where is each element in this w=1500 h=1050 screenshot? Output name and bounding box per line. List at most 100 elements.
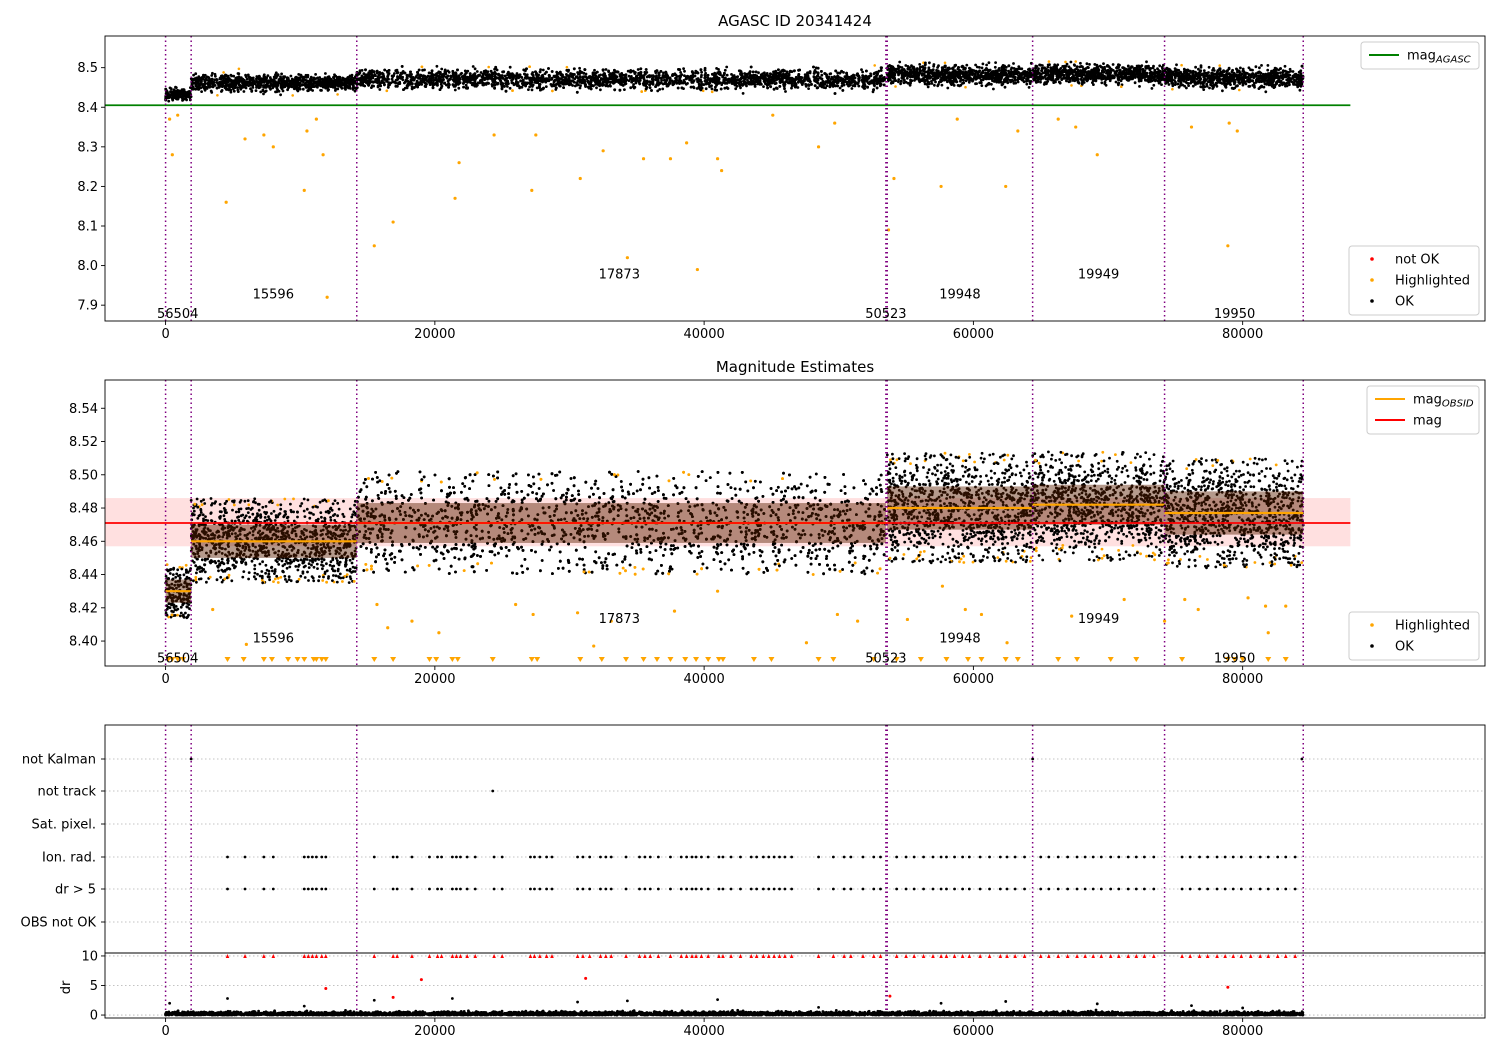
ok-point: [371, 74, 374, 78]
ok-point: [427, 71, 431, 75]
ok-point: [407, 74, 411, 77]
highlighted-point: [487, 65, 491, 69]
ok-point: [753, 83, 757, 86]
ok-point: [564, 76, 568, 80]
ok-point: [781, 69, 784, 73]
ok-point: [794, 85, 798, 89]
ok-point: [766, 81, 770, 84]
ok-point: [604, 84, 608, 88]
ok-point: [191, 85, 195, 89]
ok-point: [229, 83, 233, 87]
ok-point: [665, 78, 669, 82]
ok-point: [483, 77, 487, 81]
ok-point: [440, 67, 444, 71]
ok-point: [584, 75, 588, 79]
ok-point: [690, 80, 694, 84]
ok-point: [530, 88, 534, 92]
ok-point: [436, 83, 439, 87]
ok-point: [788, 80, 792, 84]
ok-point: [642, 83, 646, 87]
ok-point: [757, 80, 761, 84]
ok-point: [501, 70, 505, 74]
ok-point: [828, 72, 832, 76]
ok-point: [254, 89, 258, 92]
ok-point: [699, 68, 703, 72]
ok-point: [250, 90, 254, 93]
ok-point: [315, 77, 319, 80]
ok-point: [229, 73, 233, 77]
ok-point: [569, 72, 573, 75]
ok-point: [611, 71, 615, 75]
ok-point: [413, 86, 416, 89]
ok-point: [299, 75, 302, 79]
ok-point: [269, 79, 273, 83]
ok-point: [494, 67, 498, 71]
ok-point: [417, 68, 421, 72]
ok-point: [295, 88, 299, 92]
ok-point: [414, 82, 418, 86]
ok-point: [433, 78, 437, 82]
ok-point: [245, 77, 249, 81]
ok-point: [853, 84, 857, 88]
ok-point: [366, 80, 369, 84]
ok-point: [793, 69, 796, 73]
ok-point: [674, 77, 678, 80]
ok-point: [451, 73, 455, 77]
ok-point: [597, 75, 601, 78]
ok-point: [579, 84, 582, 88]
ok-point: [518, 74, 522, 78]
ok-point: [927, 66, 931, 70]
ok-point: [261, 89, 265, 93]
ok-point: [184, 95, 188, 99]
ok-point: [629, 70, 632, 74]
ok-point: [878, 78, 882, 82]
ok-point: [447, 70, 451, 74]
ok-point: [340, 86, 344, 90]
ok-point: [616, 70, 620, 74]
ok-point: [603, 74, 607, 78]
ok-point: [193, 77, 197, 80]
ok-point: [268, 76, 272, 79]
ok-point: [280, 86, 283, 90]
ok-point: [552, 74, 556, 78]
ok-point: [306, 80, 309, 83]
ok-point: [697, 82, 701, 86]
ok-point: [730, 77, 733, 81]
ok-point: [310, 83, 314, 87]
ok-point: [295, 77, 299, 80]
ok-point: [818, 76, 822, 79]
ok-point: [435, 64, 439, 68]
ok-point: [704, 87, 708, 91]
ok-point: [821, 82, 825, 85]
ok-point: [194, 87, 198, 91]
ok-point: [905, 76, 909, 80]
ok-point: [203, 85, 206, 89]
ok-point: [439, 83, 443, 86]
ok-point: [383, 68, 387, 72]
ok-point: [683, 69, 686, 73]
ok-point: [645, 86, 649, 89]
ok-point: [208, 83, 212, 86]
ok-point: [517, 84, 520, 87]
ok-point: [546, 79, 550, 82]
ok-point: [851, 80, 854, 83]
ok-point: [825, 81, 829, 84]
ok-point: [618, 88, 622, 92]
ok-point: [566, 79, 570, 83]
ok-point: [773, 82, 777, 85]
ok-point: [941, 66, 945, 70]
ok-point: [700, 86, 704, 90]
ok-point: [995, 69, 999, 73]
ok-point: [836, 71, 840, 75]
ok-point: [452, 79, 456, 83]
ok-point: [405, 76, 409, 80]
ok-point: [613, 88, 617, 92]
ok-point: [414, 75, 418, 79]
ok-point: [325, 80, 329, 83]
ok-point: [696, 77, 700, 81]
ok-point: [173, 93, 177, 97]
ok-point: [967, 80, 971, 84]
ok-point: [804, 84, 808, 88]
ok-point: [661, 87, 665, 91]
ok-point: [327, 88, 330, 91]
